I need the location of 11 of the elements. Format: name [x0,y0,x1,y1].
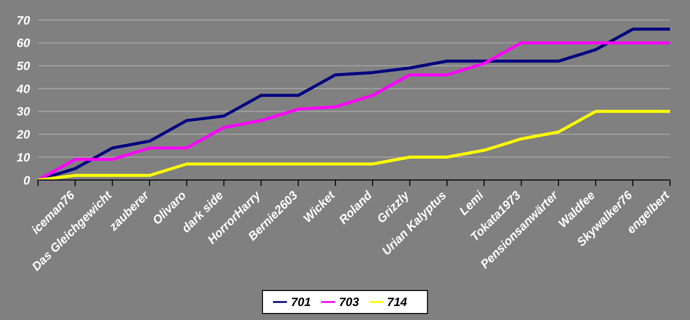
y-tick-label: 0 [23,173,30,188]
legend-label: 701 [290,295,311,309]
y-tick-label: 60 [16,36,30,50]
y-tick-label: 20 [16,128,30,142]
y-tick-label: 30 [16,104,30,119]
legend-label: 714 [387,295,408,309]
legend-label: 703 [338,295,360,309]
y-tick-label: 10 [16,150,30,164]
y-tick-label: 50 [16,58,30,73]
y-tick-label: 40 [16,82,30,96]
y-tick-label: 70 [16,13,30,28]
